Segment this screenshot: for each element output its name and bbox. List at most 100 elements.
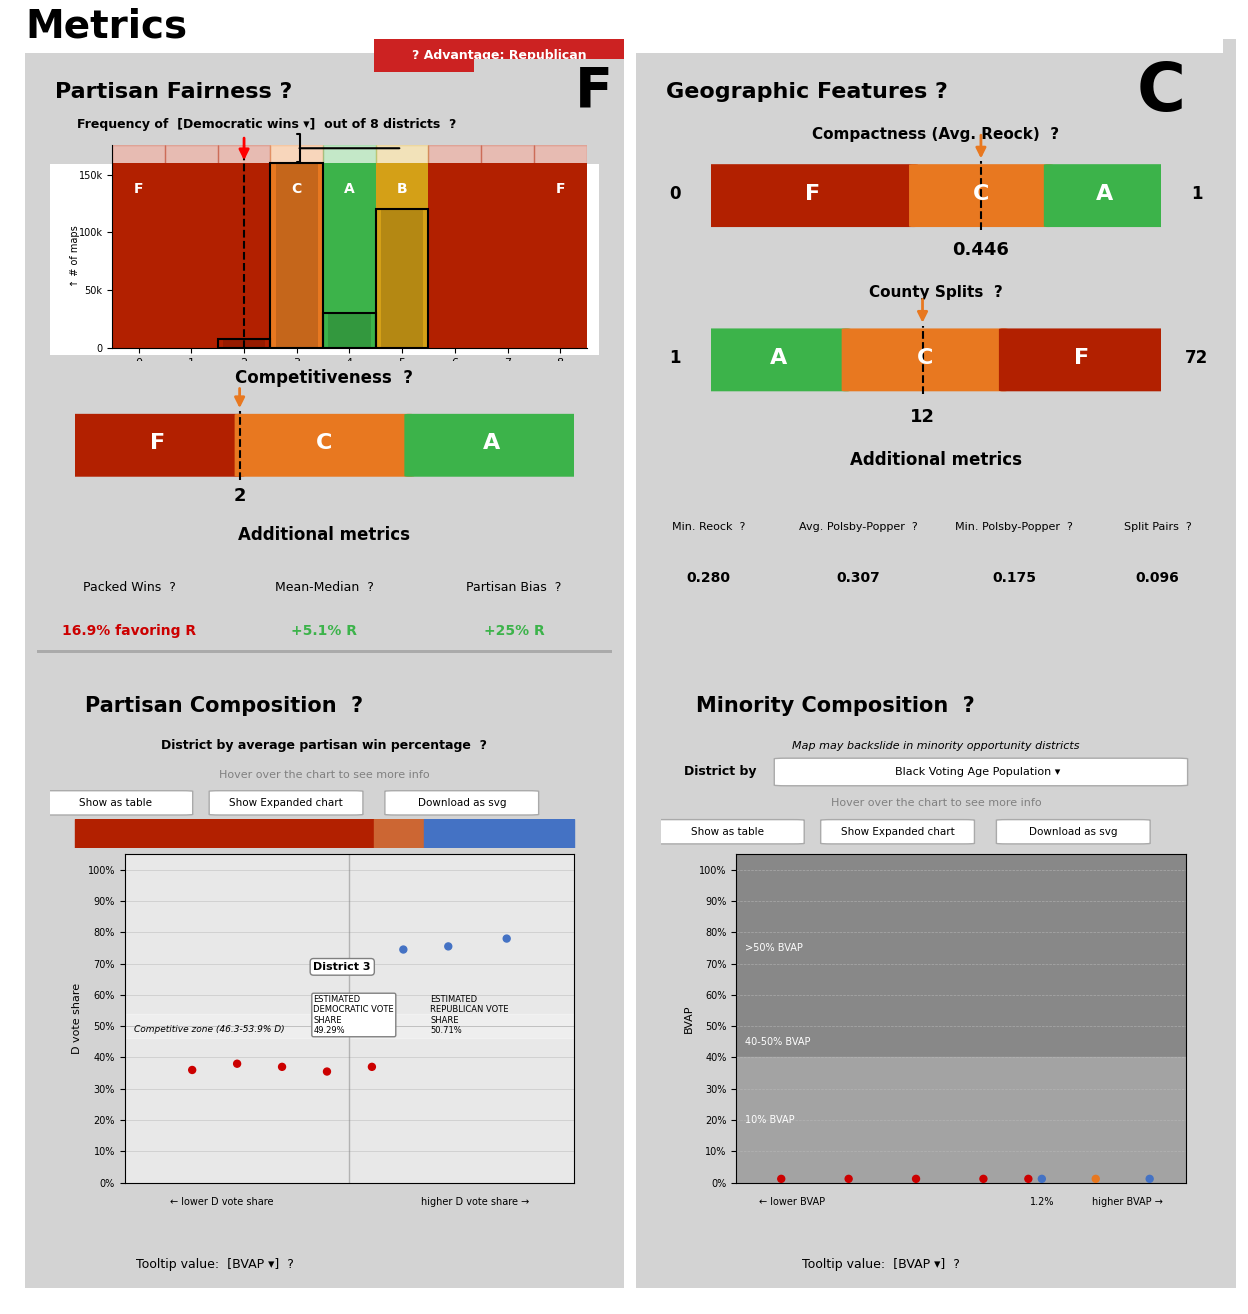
Bar	[434, 819, 439, 848]
Bar	[175, 819, 180, 848]
Bar	[145, 819, 150, 848]
Bar	[736, 1058, 1186, 1183]
Bar	[514, 819, 519, 848]
Bar	[225, 819, 230, 848]
Point	[438, 936, 458, 957]
Bar	[255, 819, 260, 848]
Bar	[276, 163, 318, 348]
Text: 0.096: 0.096	[1136, 572, 1179, 585]
Text: ← lower D vote share: ← lower D vote share	[170, 1197, 273, 1208]
FancyBboxPatch shape	[706, 328, 851, 392]
Bar	[409, 819, 414, 848]
FancyBboxPatch shape	[404, 414, 579, 477]
Text: A: A	[1096, 184, 1113, 204]
Text: 1: 1	[1191, 185, 1202, 202]
Text: Tooltip value:  [BVAP ▾]  ?: Tooltip value: [BVAP ▾] ?	[802, 1259, 960, 1271]
Text: ? Advantage: Republican: ? Advantage: Republican	[412, 50, 587, 62]
Bar	[323, 314, 376, 348]
Text: 12: 12	[910, 407, 935, 426]
Text: ↑ # of maps: ↑ # of maps	[70, 225, 80, 286]
Text: Min. Reock  ?: Min. Reock ?	[671, 522, 745, 532]
Bar	[464, 819, 469, 848]
Bar	[339, 819, 344, 848]
Bar	[215, 819, 220, 848]
Bar	[200, 819, 205, 848]
Bar	[185, 819, 190, 848]
Bar	[479, 819, 484, 848]
Bar	[135, 819, 140, 848]
Bar	[359, 819, 364, 848]
FancyBboxPatch shape	[996, 820, 1151, 844]
Bar	[454, 819, 459, 848]
Text: Packed Wins  ?: Packed Wins ?	[82, 581, 176, 594]
Point	[771, 1168, 791, 1189]
FancyBboxPatch shape	[774, 758, 1188, 786]
Point	[1139, 1168, 1159, 1189]
Bar	[260, 819, 265, 848]
Text: Show Expanded chart: Show Expanded chart	[841, 827, 955, 837]
Text: ESTIMATED
DEMOCRATIC VOTE
SHARE
49.29%: ESTIMATED DEMOCRATIC VOTE SHARE 49.29%	[313, 995, 394, 1035]
Bar	[469, 819, 474, 848]
Text: Tooltip value:  [BVAP ▾]  ?: Tooltip value: [BVAP ▾] ?	[136, 1259, 293, 1271]
Text: B: B	[397, 181, 407, 196]
Bar	[220, 819, 225, 848]
Text: Competitiveness  ?: Competitiveness ?	[236, 369, 413, 386]
Bar	[300, 819, 305, 848]
Bar	[404, 819, 409, 848]
Bar	[265, 819, 270, 848]
Bar	[374, 819, 379, 848]
Text: Metrics: Metrics	[25, 8, 187, 45]
Text: +25% R: +25% R	[483, 624, 544, 637]
Bar	[459, 819, 464, 848]
Text: Min. Polsby-Popper  ?: Min. Polsby-Popper ?	[955, 522, 1073, 532]
Text: Additional metrics: Additional metrics	[850, 451, 1022, 469]
Text: 2: 2	[233, 487, 246, 505]
Text: Additional metrics: Additional metrics	[238, 526, 411, 544]
Bar	[324, 819, 329, 848]
Bar	[549, 819, 554, 848]
Point	[839, 1168, 859, 1189]
Y-axis label: D vote share: D vote share	[72, 983, 82, 1054]
Bar	[504, 819, 509, 848]
Text: Download as svg: Download as svg	[1030, 827, 1117, 837]
FancyBboxPatch shape	[821, 820, 975, 844]
Text: C: C	[316, 434, 333, 453]
Bar	[381, 209, 423, 348]
Bar	[195, 819, 200, 848]
Text: A: A	[483, 434, 500, 453]
Bar	[529, 819, 534, 848]
Bar	[223, 339, 265, 348]
Text: Download as svg: Download as svg	[418, 798, 505, 808]
Text: F: F	[555, 181, 565, 196]
Bar	[170, 819, 175, 848]
Bar	[389, 819, 394, 848]
Bar	[439, 819, 444, 848]
Bar	[428, 145, 482, 348]
Bar	[499, 819, 504, 848]
Point	[1032, 1168, 1052, 1189]
FancyBboxPatch shape	[235, 414, 414, 477]
Bar	[399, 819, 404, 848]
Bar	[474, 819, 479, 848]
Bar	[275, 819, 280, 848]
FancyBboxPatch shape	[70, 414, 245, 477]
Text: Geographic Features ?: Geographic Features ?	[666, 81, 948, 102]
Text: Hover over the chart to see more info: Hover over the chart to see more info	[831, 798, 1041, 808]
Bar	[235, 819, 240, 848]
Point	[1018, 1168, 1038, 1189]
FancyBboxPatch shape	[39, 791, 192, 815]
Bar	[165, 819, 170, 848]
Text: ESTIMATED
REPUBLICAN VOTE
SHARE
50.71%: ESTIMATED REPUBLICAN VOTE SHARE 50.71%	[431, 995, 509, 1035]
Bar	[75, 819, 80, 848]
Bar	[323, 145, 376, 348]
Point	[227, 1054, 247, 1075]
Bar	[736, 870, 1186, 1026]
Bar	[230, 819, 235, 848]
Text: 40-50% BVAP: 40-50% BVAP	[745, 1037, 811, 1047]
Bar	[564, 819, 569, 848]
Text: 0.280: 0.280	[686, 572, 730, 585]
Bar	[165, 163, 217, 348]
FancyBboxPatch shape	[909, 164, 1053, 227]
Text: higher D vote share →: higher D vote share →	[421, 1197, 529, 1208]
Bar	[290, 819, 295, 848]
